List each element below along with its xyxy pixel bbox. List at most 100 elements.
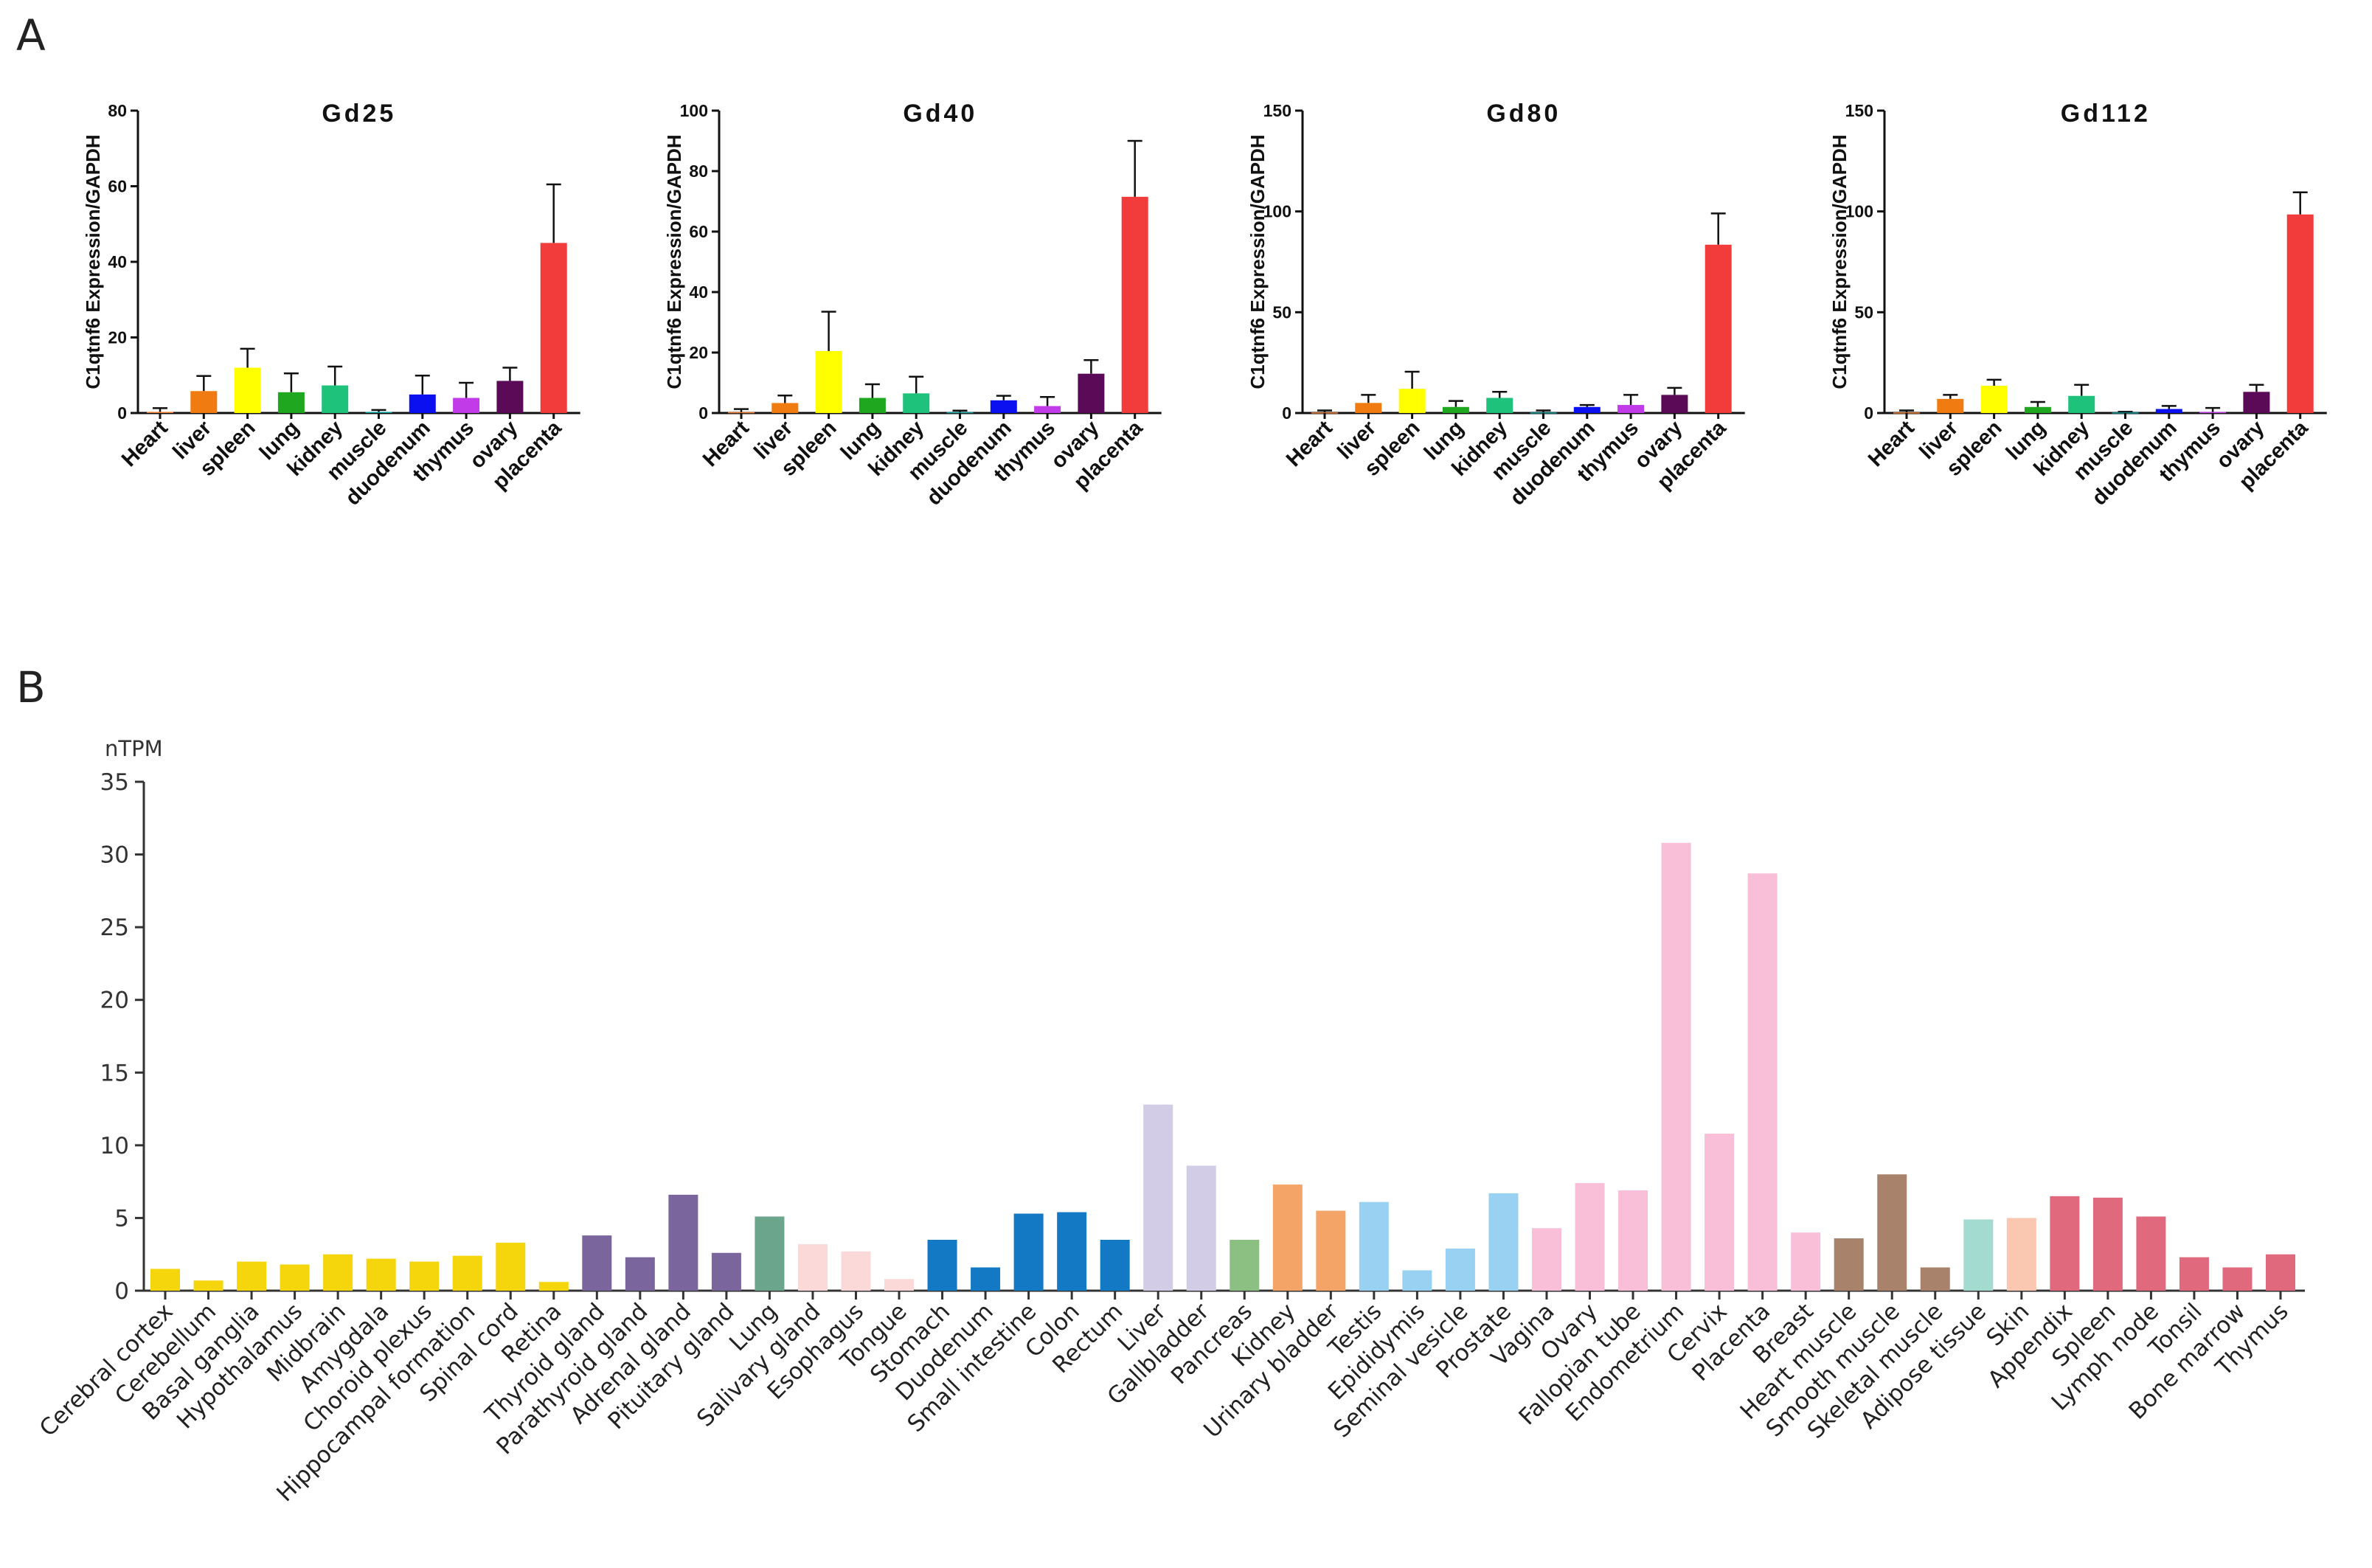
bar-cervix — [1705, 1134, 1735, 1291]
bar-lung — [277, 392, 305, 413]
bar-small-intestine — [1013, 1213, 1044, 1291]
y-tick-label: 150 — [1845, 101, 1873, 120]
y-tick-label: 50 — [1272, 302, 1291, 322]
bar-thymus — [2266, 1254, 2295, 1291]
bar-lung — [1442, 406, 1469, 413]
y-tick-label: 60 — [108, 177, 127, 196]
bar-kidney — [322, 385, 349, 413]
y-tick-label: 25 — [100, 915, 129, 941]
y-tick-label: 80 — [108, 101, 127, 120]
bar-spleen — [234, 367, 261, 413]
y-tick-label: 0 — [117, 403, 127, 423]
x-tick-label: Heart — [698, 416, 754, 471]
bar-midbrain — [323, 1254, 353, 1291]
bar-skin — [2006, 1218, 2036, 1291]
bar-testis — [1359, 1201, 1389, 1291]
bar-duodenum — [409, 394, 436, 413]
bar-heart — [1311, 412, 1338, 414]
bar-choroid-plexus — [409, 1261, 440, 1291]
bar-kidney — [2068, 395, 2095, 413]
bar-heart — [1893, 412, 1920, 414]
bar-muscle — [365, 412, 392, 413]
bar-tongue — [884, 1279, 915, 1291]
bar-spleen — [1980, 386, 2008, 413]
bar-bone-marrow — [2222, 1267, 2253, 1291]
y-tick-label: 15 — [100, 1060, 129, 1086]
bar-lung — [755, 1216, 785, 1291]
panel-a-charts: Gd25 C1qtnf6 Expression/GAPDH 0 20 40 60 80 Hea… — [82, 100, 2327, 510]
bar-duodenum — [1573, 406, 1601, 413]
y-tick-label: 0 — [698, 403, 708, 423]
bar-lung — [2024, 406, 2051, 413]
bar-pancreas — [1230, 1240, 1260, 1291]
bar-kidney — [903, 393, 930, 413]
bar-duodenum — [2155, 409, 2182, 413]
bar-lung — [859, 398, 886, 413]
y-tick-label: 10 — [100, 1133, 129, 1159]
bar-spleen — [815, 350, 842, 413]
y-axis-label: C1qtnf6 Expression/GAPDH — [1828, 134, 1851, 389]
bar-muscle — [2112, 412, 2139, 414]
bar-placenta — [540, 243, 567, 413]
y-tick-label: 0 — [1282, 403, 1291, 423]
bar-adipose-tissue — [1963, 1219, 1994, 1291]
panel-b-letter: B — [16, 662, 46, 712]
bar-basal-ganglia — [237, 1261, 267, 1291]
bar-liver — [1937, 398, 1964, 413]
y-tick-label: 20 — [100, 988, 129, 1014]
bar-spleen — [2092, 1197, 2123, 1291]
chart-title: Gd112 — [2061, 100, 2151, 128]
bar-hypothalamus — [280, 1264, 310, 1291]
bar-smooth-muscle — [1877, 1174, 1907, 1291]
bar-salivary-gland — [797, 1243, 828, 1291]
bar-thymus — [453, 398, 480, 413]
y-tick-label: 20 — [689, 343, 708, 362]
y-tick-label: 100 — [680, 101, 708, 120]
bar-spleen — [1398, 389, 1426, 413]
y-tick-label: 60 — [689, 222, 708, 241]
bar-rectum — [1100, 1240, 1130, 1291]
bar-prostate — [1488, 1193, 1519, 1291]
bar-tonsil — [2179, 1257, 2209, 1291]
bar-seminal-vesicle — [1445, 1248, 1475, 1291]
bar-esophagus — [841, 1251, 871, 1291]
bar-ovary — [2243, 392, 2270, 413]
bar-ovary — [496, 381, 524, 413]
bar-epididymis — [1402, 1270, 1432, 1291]
y-tick-label: 80 — [689, 162, 708, 181]
bar-ovary — [1661, 395, 1688, 413]
bar-thyroid-gland — [582, 1235, 612, 1291]
bar-muscle — [1530, 412, 1557, 414]
bar-muscle — [946, 412, 974, 414]
bar-hippocampal-formation — [452, 1255, 482, 1291]
bar-appendix — [2050, 1196, 2080, 1291]
y-tick-label: 100 — [1263, 202, 1291, 221]
bar-thymus — [2199, 412, 2227, 414]
bar-urinary-bladder — [1316, 1210, 1346, 1291]
bar-fallopian-tube — [1618, 1190, 1648, 1291]
bar-kidney — [1486, 398, 1513, 413]
chart-gd80: Gd80 C1qtnf6 Expression/GAPDH 0 50 100 150 Hea… — [1246, 100, 1745, 510]
bar-vagina — [1531, 1228, 1561, 1291]
chart-title: Gd25 — [322, 100, 396, 128]
bar-parathyroid-gland — [625, 1257, 655, 1291]
bar-retina — [538, 1282, 569, 1291]
bar-cerebellum — [193, 1280, 223, 1291]
bar-gallbladder — [1186, 1165, 1216, 1291]
y-axis-unit-label: nTPM — [105, 736, 163, 761]
panel-a-letter: A — [16, 10, 46, 60]
chart-gd25: Gd25 C1qtnf6 Expression/GAPDH 0 20 40 60 80 Hea… — [82, 100, 580, 510]
y-tick-label: 50 — [1854, 302, 1873, 322]
bar-cerebral-cortex — [150, 1269, 180, 1291]
bar-placenta — [2286, 214, 2314, 413]
bar-placenta — [1747, 873, 1778, 1291]
bar-liver — [1143, 1104, 1173, 1291]
y-tick-label: 20 — [108, 328, 127, 347]
bar-lymph-node — [2136, 1216, 2166, 1291]
chart-title: Gd40 — [903, 100, 977, 128]
bar-breast — [1791, 1232, 1821, 1291]
y-tick-label: 100 — [1845, 202, 1873, 221]
x-tick-label: Heart — [117, 416, 173, 471]
